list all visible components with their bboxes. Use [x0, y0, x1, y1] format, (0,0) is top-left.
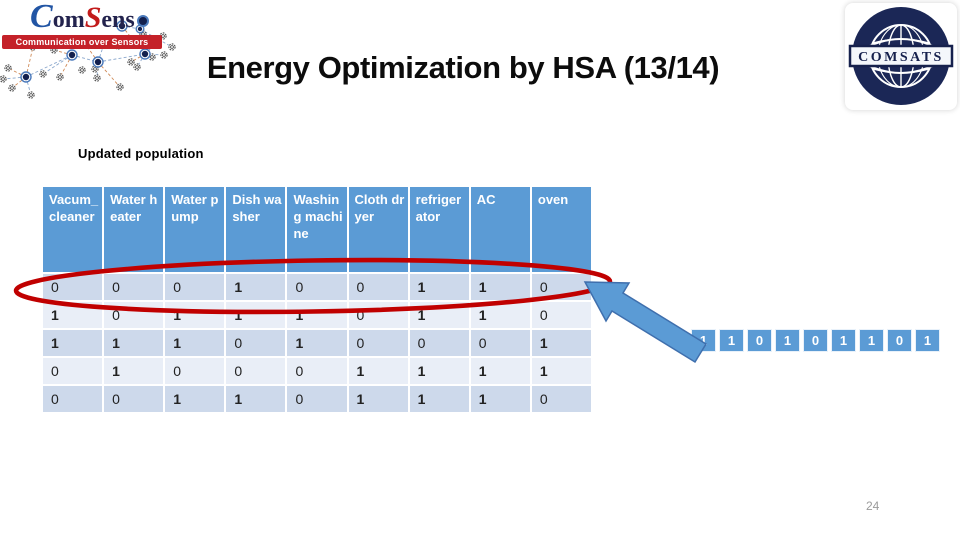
- table-cell: 1: [40, 328, 105, 358]
- table-cell: 1: [468, 384, 532, 414]
- table-cell: 1: [529, 356, 594, 386]
- table-cell: 1: [102, 356, 166, 386]
- table-cell: 0: [529, 384, 594, 414]
- table-cell: 0: [285, 384, 349, 414]
- column-header: Dish washer: [224, 185, 288, 274]
- vector-cell: 1: [719, 329, 744, 352]
- column-header: Water pump: [163, 185, 227, 274]
- table-cell: 0: [285, 272, 349, 302]
- vector-cell: 0: [747, 329, 772, 352]
- vector-cell: 0: [887, 329, 912, 352]
- comsens-wordmark: ComSens: [30, 0, 149, 36]
- table-cell: 0: [468, 328, 532, 358]
- table-cell: 1: [224, 384, 288, 414]
- table-cell: 0: [346, 328, 410, 358]
- table-cell: 0: [163, 356, 227, 386]
- table-cell: 0: [102, 272, 166, 302]
- comsats-label: COMSATS: [858, 50, 944, 65]
- column-header: oven: [529, 185, 594, 274]
- table-cell: 1: [224, 300, 288, 330]
- comsens-tagline: Communication over Sensors: [2, 35, 162, 49]
- table-cell: 0: [529, 300, 594, 330]
- comsats-banner: [848, 44, 954, 68]
- comsens-letter-s: S: [84, 1, 102, 34]
- slide-title: Energy Optimization by HSA (13/14): [206, 50, 720, 85]
- table-cell: 1: [529, 328, 594, 358]
- table-cell: 1: [102, 328, 166, 358]
- table-caption: Updated population: [78, 146, 204, 161]
- network-node-icon: [136, 15, 149, 27]
- table-cell: 0: [40, 356, 105, 386]
- table-cell: 0: [407, 328, 471, 358]
- table-cell: 1: [40, 300, 105, 330]
- table-cell: 0: [224, 356, 288, 386]
- table-cell: 1: [468, 356, 532, 386]
- comsats-globe-icon: COMSATS: [848, 7, 954, 105]
- table-cell: 1: [468, 272, 532, 302]
- table-cell: 1: [407, 384, 471, 414]
- column-header: Washing machine: [285, 185, 349, 274]
- column-header: Vacum_cleaner: [40, 185, 105, 274]
- table-header: Vacum_cleaner Water heater Water pump Dish …: [40, 185, 594, 274]
- column-header: Cloth dryer: [346, 185, 410, 274]
- table-cell: 1: [285, 328, 349, 358]
- column-header: Water heater: [102, 185, 166, 274]
- column-header: refrigerator: [407, 185, 471, 274]
- table-cell: 0: [346, 272, 410, 302]
- table-cell: 0: [224, 328, 288, 358]
- vector-cell: 1: [831, 329, 856, 352]
- vector-cell: 1: [915, 329, 940, 352]
- table-cell: 1: [163, 328, 227, 358]
- table-cell: 0: [102, 384, 166, 414]
- table-cell: 1: [224, 272, 288, 302]
- vector-cell: 0: [803, 329, 828, 352]
- table-cell: 1: [407, 300, 471, 330]
- vector-cell: 1: [859, 329, 884, 352]
- table-cell: 0: [102, 300, 166, 330]
- table-cell: 1: [468, 300, 532, 330]
- table-cell: 1: [346, 384, 410, 414]
- callout-arrow-icon: [583, 281, 708, 364]
- comsens-letters-ens: ens: [101, 7, 135, 33]
- table-cell: 0: [529, 272, 594, 302]
- comsens-logo: ComSens Communication over Sensors: [0, 0, 220, 130]
- comsens-letter-c: C: [30, 0, 53, 35]
- comsens-letters-om: om: [52, 7, 85, 33]
- table-cell: 0: [163, 272, 227, 302]
- vector-cell: 1: [775, 329, 800, 352]
- table-cell: 1: [346, 356, 410, 386]
- page-number: 24: [866, 499, 880, 513]
- comsats-logo: COMSATS: [845, 3, 957, 110]
- vector-cell: 1: [691, 329, 716, 352]
- table-cell: 0: [40, 384, 105, 414]
- table-cell: 1: [285, 300, 349, 330]
- table-cell: 1: [407, 272, 471, 302]
- updated-population-table: Vacum_cleaner Water heater Water pump Dish …: [40, 185, 594, 414]
- table-cell: 0: [285, 356, 349, 386]
- table-cell: 1: [163, 384, 227, 414]
- column-header: AC: [468, 185, 532, 274]
- table-cell: 1: [163, 300, 227, 330]
- table-cell: 0: [40, 272, 105, 302]
- table-cell: 0: [346, 300, 410, 330]
- table-cell: 1: [407, 356, 471, 386]
